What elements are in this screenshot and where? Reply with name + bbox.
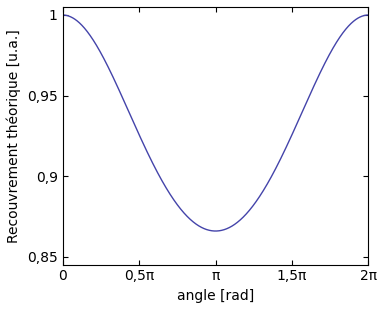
X-axis label: angle [rad]: angle [rad] — [177, 289, 254, 303]
Y-axis label: Recouvrement théorique [u.a.]: Recouvrement théorique [u.a.] — [7, 29, 22, 243]
